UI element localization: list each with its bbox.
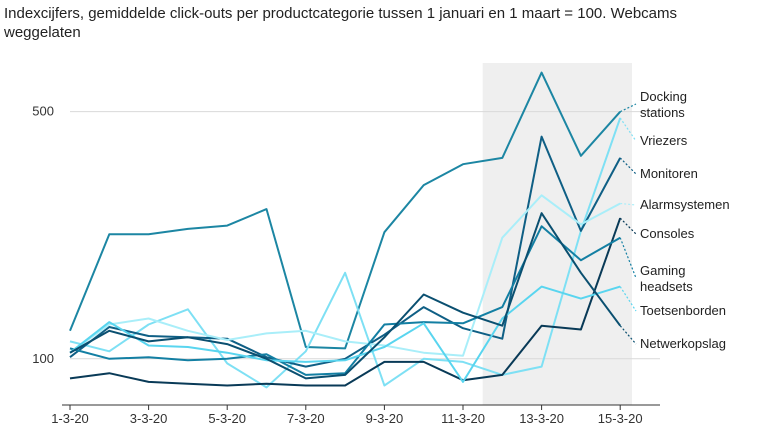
legend-leader-7 [619,325,637,345]
legend-leader-1 [619,117,637,142]
x-tick-label: 11-3-20 [441,411,485,426]
legend-leader-6 [619,286,637,312]
series-line-1 [69,117,622,389]
highlight-band [482,63,632,405]
legend-label-5: Gaming headsets [640,263,693,294]
series-line-3 [69,194,621,357]
x-tick-label: 3-3-20 [130,411,168,426]
series-line-7 [69,212,622,380]
x-tick-label: 7-3-20 [287,411,325,426]
x-tick-label: 15-3-20 [598,411,643,426]
x-tick-label: 1-3-20 [51,411,89,426]
legend-label-3: Alarmsystemen [640,197,730,212]
series-line-2 [69,135,622,368]
x-tick-label: 13-3-20 [519,411,564,426]
x-tick-label: 5-3-20 [208,411,246,426]
legend-label-0: Docking stations [640,89,687,120]
x-tick-label: 9-3-20 [366,411,404,426]
series-line-0 [69,71,621,350]
legend-label-7: Netwerkopslag [640,336,726,351]
y-tick-label: 500 [32,104,54,119]
legend-leader-0 [619,103,637,113]
legend-leader-3 [620,202,637,206]
legend-leader-5 [619,237,637,279]
legend-label-6: Toetsenborden [640,303,726,318]
legend-label-1: Vriezers [640,133,688,148]
legend-label-4: Consoles [640,226,695,241]
series-line-4 [69,217,622,387]
chart-title: Indexcijfers, gemiddelde click-outs per … [4,5,677,41]
y-tick-label: 100 [32,351,54,366]
series-line-6 [69,285,621,383]
legend-label-2: Monitoren [640,166,698,181]
